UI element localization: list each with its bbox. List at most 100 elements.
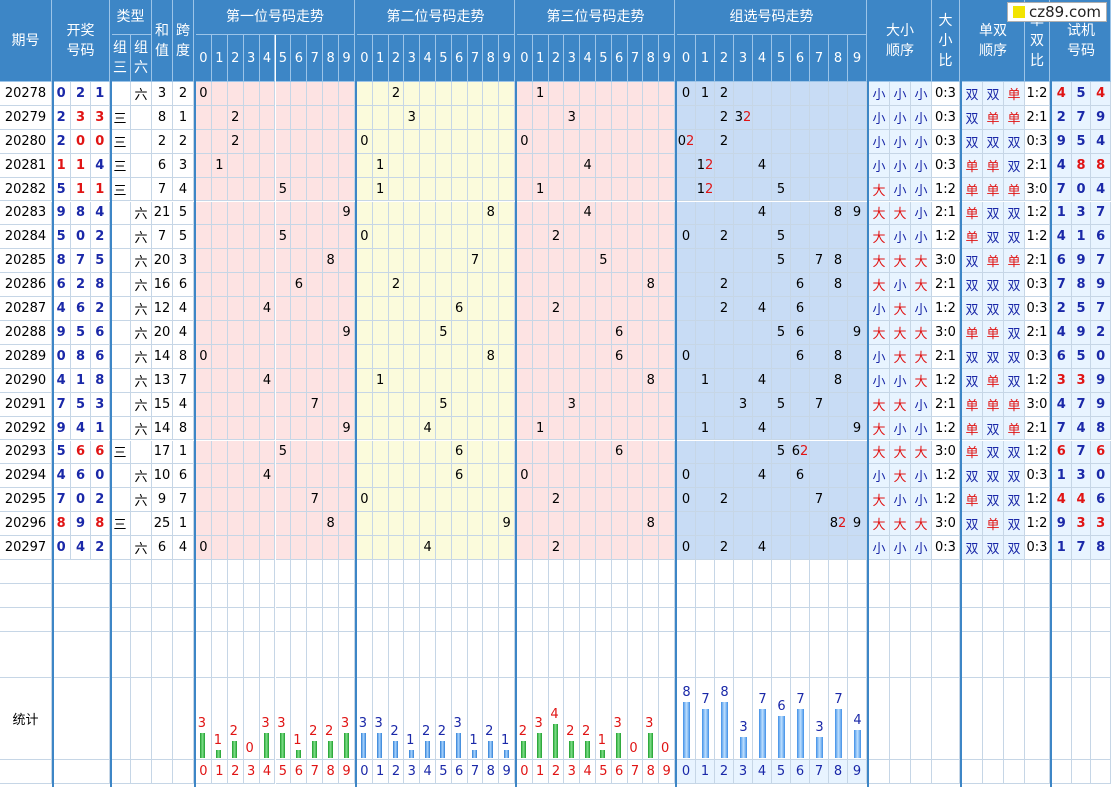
- odd-ratio-cell: 1:2: [1025, 512, 1050, 537]
- group-trend-cell: [829, 321, 848, 345]
- group-trend-cell: [734, 321, 753, 345]
- trend-p2-cell: [404, 440, 421, 465]
- trend-p1-cell: [196, 512, 212, 537]
- test-digit: 7: [1091, 297, 1111, 321]
- empty-row-cell: [307, 607, 324, 632]
- empty-row-cell: [420, 583, 436, 608]
- brand-badge[interactable]: cz89.com: [1007, 2, 1107, 22]
- trend-p2-cell: [404, 368, 421, 393]
- trend-p3-cell: [548, 392, 565, 417]
- header-pos1-digit-8: 8: [323, 35, 340, 82]
- stats-digit-cell: [890, 760, 911, 784]
- odd-order-cell: 双: [962, 105, 983, 130]
- size-order-cell: 大: [890, 344, 911, 369]
- type-zu3-cell: 三: [110, 105, 131, 130]
- empty-row-cell: [357, 607, 373, 632]
- group-trend-cell: [715, 177, 734, 202]
- group-trend-cell: 4: [753, 464, 772, 489]
- group-trend-cell: [734, 153, 753, 178]
- draw-digit: 9: [52, 321, 72, 345]
- trend-p3-cell: [627, 82, 644, 106]
- trend-p2-cell: [388, 321, 405, 345]
- trend-p2-cell: [499, 536, 515, 560]
- draw-digit: 0: [71, 225, 91, 250]
- trend-p3-cell: [596, 82, 612, 106]
- empty-row-cell: [962, 583, 983, 608]
- trend-p3-cell: [659, 440, 675, 465]
- group-trend-cell: [791, 129, 810, 154]
- test-digit: 9: [1052, 512, 1072, 537]
- size-order-cell: 小: [911, 536, 932, 560]
- empty-row-cell: [1071, 583, 1092, 608]
- trend-p3-cell: [532, 297, 549, 321]
- stats-cell: [1052, 678, 1072, 760]
- trend-p3-cell: [580, 225, 596, 250]
- stats-bar-label: 1: [500, 732, 510, 748]
- test-digit: 4: [1091, 129, 1111, 154]
- empty-row-cell: [643, 607, 660, 632]
- trend-p3-cell: [564, 536, 581, 560]
- trend-p3-cell: [564, 82, 581, 106]
- trend-p2-cell: [372, 273, 389, 298]
- trend-p1-cell: [275, 536, 292, 560]
- empty-row-cell: [388, 607, 405, 632]
- trend-p3-cell: [643, 416, 660, 441]
- empty-row-cell: [243, 607, 260, 632]
- size-order-cell: 小: [890, 153, 911, 178]
- empty-row-cell: [643, 560, 660, 584]
- stats-digit-cell: [1071, 760, 1092, 784]
- trend-p3-cell: [532, 321, 549, 345]
- trend-p2-cell: [451, 273, 468, 298]
- empty-row-cell: [243, 632, 260, 678]
- trend-p2-cell: 5: [436, 392, 452, 417]
- trend-p3-cell: [659, 321, 675, 345]
- trend-p2-cell: 6: [451, 297, 468, 321]
- stats-cell: [848, 678, 867, 760]
- trend-p1-cell: [227, 177, 244, 202]
- trend-p2-cell: [357, 392, 373, 417]
- trend-p2-cell: [499, 273, 515, 298]
- trend-p2-cell: [404, 82, 421, 106]
- stats-cell: [259, 678, 276, 760]
- trend-p2-cell: [467, 440, 484, 465]
- trend-p3-cell: [580, 392, 596, 417]
- draw-digit: 9: [71, 512, 91, 537]
- trend-p1-cell: 2: [227, 129, 244, 154]
- empty-row-cell: [483, 632, 500, 678]
- trend-p1-cell: [196, 129, 212, 154]
- group-trend-cell: [791, 249, 810, 274]
- test-digit: 4: [1071, 416, 1092, 441]
- trend-p3-cell: [627, 297, 644, 321]
- empty-row-cell: [696, 632, 715, 678]
- trend-p2-cell: [404, 297, 421, 321]
- draw-digit: 6: [90, 321, 110, 345]
- stats-cell: [243, 678, 260, 760]
- trend-p3-cell: [580, 488, 596, 513]
- empty-row-cell: [911, 632, 932, 678]
- trend-p2-cell: [420, 440, 436, 465]
- group-trend-cell: [677, 105, 696, 130]
- group-trend-cell: 7: [810, 392, 829, 417]
- empty-row-cell: [388, 583, 405, 608]
- empty-row-cell: [372, 560, 389, 584]
- stats-category-label: 4: [420, 760, 436, 784]
- trend-p2-cell: [388, 177, 405, 202]
- trend-p3-cell: [580, 297, 596, 321]
- span-cell: 6: [173, 273, 194, 298]
- size-ratio-cell: 2:1: [932, 201, 960, 226]
- span-cell: 1: [173, 105, 194, 130]
- draw-digit: 8: [52, 512, 72, 537]
- trend-p2-cell: [467, 416, 484, 441]
- trend-p1-cell: [243, 105, 260, 130]
- odd-order-cell: 双: [1004, 297, 1025, 321]
- period-cell: 20279: [0, 105, 52, 130]
- size-ratio-cell: 1:2: [932, 488, 960, 513]
- stats-cell: [611, 678, 628, 760]
- trend-p2-cell: [388, 201, 405, 226]
- test-digit: 6: [1091, 440, 1111, 465]
- trend-p1-cell: [211, 321, 228, 345]
- trend-p2-cell: [388, 297, 405, 321]
- size-order-cell: 大: [890, 512, 911, 537]
- period-cell: 20295: [0, 488, 52, 513]
- empty-row-cell: [659, 632, 675, 678]
